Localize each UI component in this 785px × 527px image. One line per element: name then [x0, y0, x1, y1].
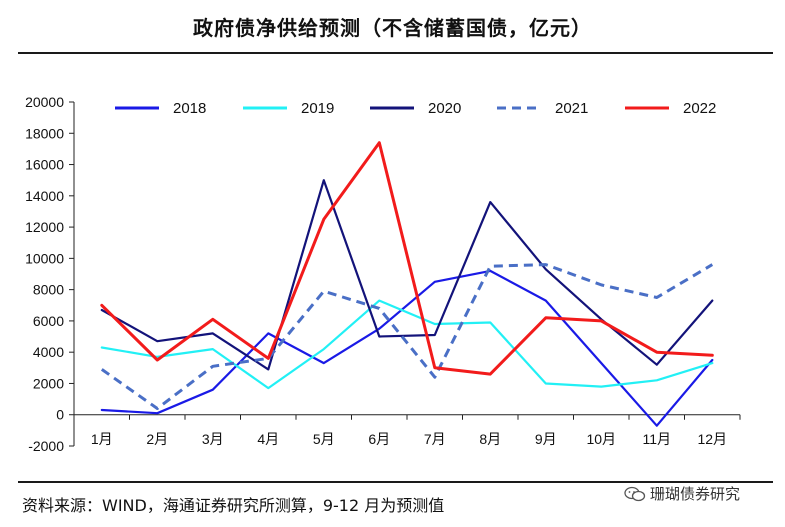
y-tick-labels: -2000 0 2000 4000 6000 8000 10000 12000 14000 160… [25, 94, 64, 454]
x-tick-label: 6月 [368, 431, 390, 447]
y-tick-label: 16000 [25, 157, 64, 173]
x-tick-label: 11月 [642, 431, 671, 447]
wechat-icon [624, 486, 646, 501]
y-tick-label: 10000 [25, 250, 64, 266]
chart-axes [69, 101, 741, 447]
x-tick-label: 2月 [146, 431, 168, 447]
series-line-2021 [100, 263, 714, 410]
series-line-2018 [100, 269, 714, 427]
x-tick-label: 4月 [257, 431, 279, 447]
legend-label-2020: 2020 [428, 100, 461, 117]
line-chart: -2000 0 2000 4000 6000 8000 10000 12000 14000 160… [25, 94, 741, 454]
y-tick-label: 2000 [33, 375, 64, 391]
legend-label-2019: 2019 [301, 100, 334, 117]
chart-title: 政府债净供给预测（不含储蓄国债，亿元） [193, 16, 592, 40]
x-tick-label: 3月 [202, 431, 224, 447]
series-line-2022 [100, 141, 714, 376]
x-tick-labels: 1月 2月 3月 4月 5月 6月 7月 8月 9月 10月 11月 12月 [91, 431, 727, 447]
y-tick-label: 20000 [25, 94, 64, 110]
title-bar: 政府债净供给预测（不含储蓄国债，亿元） [0, 0, 785, 50]
y-tick-label: 14000 [25, 188, 64, 204]
x-tick-label: 10月 [586, 431, 616, 447]
y-tick-label: -2000 [28, 438, 64, 454]
y-tick-label: 0 [56, 407, 64, 423]
y-tick-label: 18000 [25, 125, 64, 141]
watermark-text: 珊瑚债券研究 [650, 485, 741, 503]
source-note: 资料来源：WIND，海通证券研究所测算，9-12 月为预测值 [22, 496, 445, 515]
x-tick-label: 7月 [424, 431, 446, 447]
footer-divider [18, 481, 773, 483]
series-lines [100, 141, 714, 427]
y-tick-label: 8000 [33, 282, 64, 298]
series-line-2019 [100, 299, 714, 390]
legend-label-2018: 2018 [173, 100, 206, 117]
legend-label-2021: 2021 [555, 100, 588, 117]
x-tick-label: 1月 [91, 431, 113, 447]
watermark: 珊瑚债券研究 [624, 483, 740, 504]
y-tick-label: 6000 [33, 313, 64, 329]
y-tick-label: 12000 [25, 219, 64, 235]
x-tick-label: 12月 [697, 431, 727, 447]
legend-label-2022: 2022 [683, 100, 716, 117]
x-tick-label: 9月 [535, 431, 557, 447]
x-tick-label: 5月 [313, 431, 335, 447]
x-tick-label: 8月 [479, 431, 501, 447]
legend: 2018 2019 2020 2021 2022 [115, 100, 716, 117]
y-tick-label: 4000 [33, 344, 64, 360]
title-divider [18, 52, 773, 54]
